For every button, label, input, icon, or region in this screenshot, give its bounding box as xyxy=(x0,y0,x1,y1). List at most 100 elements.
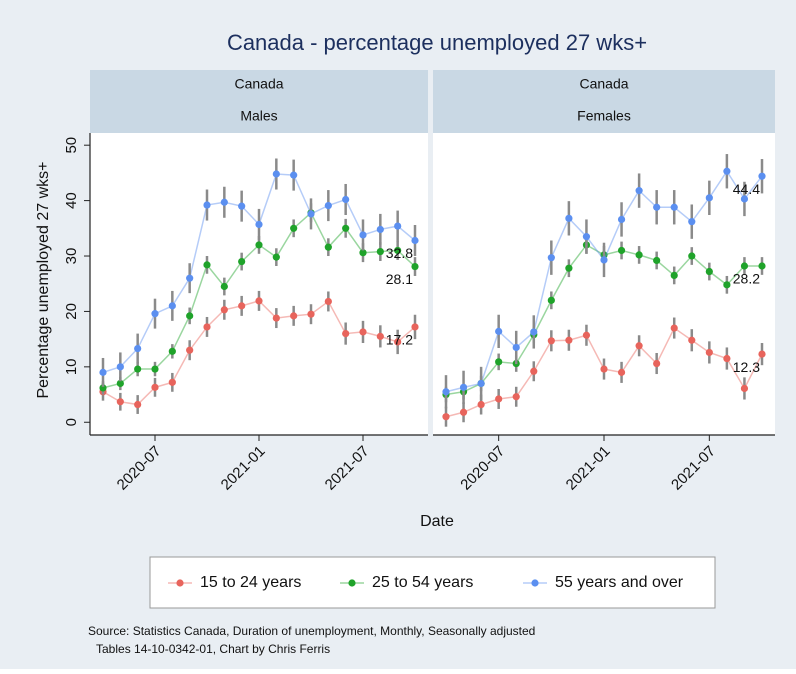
y-tick-label: 40 xyxy=(63,192,80,209)
data-point xyxy=(565,336,573,344)
data-point xyxy=(238,257,246,266)
data-point xyxy=(635,251,643,259)
data-point xyxy=(255,220,263,229)
data-point xyxy=(220,306,228,314)
data-point xyxy=(547,296,555,304)
data-point xyxy=(151,365,159,373)
data-point xyxy=(530,328,538,336)
data-point xyxy=(151,310,159,318)
data-point xyxy=(495,395,503,403)
data-point xyxy=(272,314,280,322)
data-point xyxy=(512,393,520,401)
strip-label: Canada xyxy=(234,76,283,92)
data-point xyxy=(600,365,608,373)
data-point xyxy=(442,388,450,396)
data-point xyxy=(359,328,367,336)
data-point xyxy=(411,236,419,245)
data-point xyxy=(134,400,142,409)
data-point xyxy=(688,218,696,226)
data-point xyxy=(203,323,211,331)
legend-marker xyxy=(176,579,184,587)
legend xyxy=(149,556,716,609)
data-point xyxy=(290,224,298,232)
strip-label: Males xyxy=(240,108,277,124)
legend-label: 25 to 54 years xyxy=(372,574,473,591)
value-label: 28.2 xyxy=(733,271,760,287)
plot-area xyxy=(90,133,428,435)
data-point xyxy=(342,224,350,232)
x-axis-label: Date xyxy=(420,513,454,530)
data-point xyxy=(459,408,468,416)
data-point xyxy=(459,383,468,391)
data-point xyxy=(705,267,713,276)
data-point xyxy=(324,297,332,306)
data-point xyxy=(653,256,661,265)
strip xyxy=(433,70,775,133)
data-point xyxy=(168,378,176,386)
data-point xyxy=(670,324,678,332)
value-label: 12.3 xyxy=(733,359,760,375)
data-point xyxy=(255,241,263,249)
data-point xyxy=(116,379,124,388)
data-point xyxy=(359,231,367,239)
data-point xyxy=(203,261,211,269)
data-point xyxy=(582,233,591,241)
data-point xyxy=(220,282,228,291)
data-point xyxy=(376,247,384,256)
data-point xyxy=(168,302,176,310)
data-point xyxy=(635,187,643,195)
data-point xyxy=(565,264,573,272)
data-point xyxy=(653,359,661,368)
data-point xyxy=(565,214,573,222)
legend-marker xyxy=(348,579,356,587)
data-point xyxy=(307,310,315,318)
data-point xyxy=(290,312,298,320)
value-label: 17.2 xyxy=(386,332,413,348)
data-point xyxy=(495,327,503,335)
data-point xyxy=(342,195,350,204)
data-point xyxy=(740,195,749,203)
data-point xyxy=(495,358,503,366)
data-point xyxy=(272,170,280,178)
data-point xyxy=(255,297,263,305)
data-point xyxy=(203,201,211,209)
data-point xyxy=(705,194,713,202)
data-point xyxy=(394,246,402,255)
legend-label: 55 years and over xyxy=(555,574,684,591)
data-point xyxy=(238,302,246,310)
data-point xyxy=(411,262,419,271)
data-point xyxy=(617,246,626,255)
data-point xyxy=(411,323,419,331)
strip xyxy=(90,70,428,133)
y-tick-label: 0 xyxy=(63,418,80,426)
source-line: Tables 14-10-0342-01, Chart by Chris Fer… xyxy=(96,642,330,656)
value-label: 28.1 xyxy=(386,271,413,287)
data-point xyxy=(324,243,332,251)
data-point xyxy=(670,203,678,211)
data-point xyxy=(688,336,696,344)
y-tick-label: 50 xyxy=(63,137,80,154)
data-point xyxy=(653,203,661,211)
data-point xyxy=(617,368,626,376)
data-point xyxy=(394,222,402,230)
data-point xyxy=(512,343,520,352)
data-point xyxy=(688,252,696,260)
data-point xyxy=(290,171,298,179)
data-point xyxy=(617,215,626,224)
data-point xyxy=(723,167,731,175)
data-point xyxy=(376,332,384,340)
legend-marker xyxy=(531,579,539,587)
y-tick-label: 10 xyxy=(63,358,80,375)
data-point xyxy=(477,400,485,409)
data-point xyxy=(168,347,176,355)
data-point xyxy=(99,368,107,376)
data-point xyxy=(758,172,766,180)
value-label: 32.8 xyxy=(386,245,413,261)
data-point xyxy=(723,281,731,289)
data-point xyxy=(186,346,194,354)
data-point xyxy=(477,379,485,388)
data-point xyxy=(186,312,194,320)
data-point xyxy=(238,202,246,210)
data-point xyxy=(307,210,315,218)
